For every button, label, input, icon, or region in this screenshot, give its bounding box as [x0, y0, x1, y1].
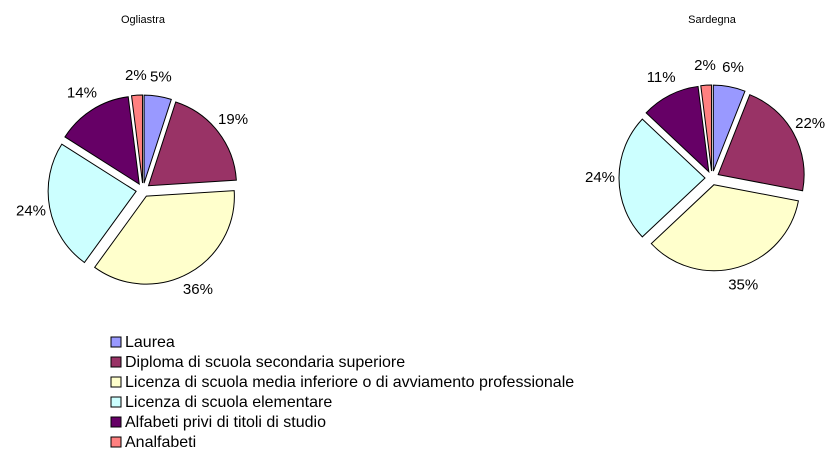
pie-slice [650, 184, 800, 272]
pie-slice [143, 94, 172, 184]
data-label: 11% [647, 69, 676, 86]
legend-swatch [110, 356, 122, 368]
pie-slice [618, 118, 706, 238]
legend-label: Analfabeti [125, 434, 196, 451]
data-label: 19% [218, 111, 248, 128]
pie-slice [700, 84, 713, 172]
data-label: 6% [722, 59, 744, 76]
pie-slice [130, 94, 144, 184]
data-label: 22% [795, 115, 825, 132]
legend-label: Laurea [125, 334, 175, 351]
legend-swatch [110, 436, 122, 448]
pie-slice [712, 84, 746, 172]
pie-slice [645, 85, 710, 174]
chart-title: Ogliastra [121, 14, 166, 26]
pie-slice [47, 143, 137, 264]
data-label: 14% [67, 85, 97, 102]
data-label: 2% [125, 67, 147, 84]
legend-label: Licenza di scuola media inferiore o di a… [125, 374, 574, 391]
pie-slice [147, 101, 237, 187]
data-label: 5% [150, 68, 172, 85]
legend-swatch [110, 396, 122, 408]
data-label: 35% [728, 277, 758, 294]
data-label: 36% [183, 281, 213, 298]
legend-swatch [110, 416, 122, 428]
legend-swatch [110, 376, 122, 388]
legend-label: Licenza di scuola elementare [125, 394, 332, 411]
chart-title: Sardegna [688, 14, 737, 26]
pie-slice [717, 94, 805, 192]
legend-label: Alfabeti privi di titoli di studio [125, 414, 326, 431]
pie-slice [64, 96, 140, 186]
legend-swatch [110, 336, 122, 348]
pie-slice [93, 190, 235, 285]
data-label: 24% [585, 169, 615, 186]
data-label: 2% [694, 57, 716, 74]
data-label: 24% [16, 202, 46, 219]
legend-label: Diploma di scuola secondaria superiore [125, 354, 405, 371]
